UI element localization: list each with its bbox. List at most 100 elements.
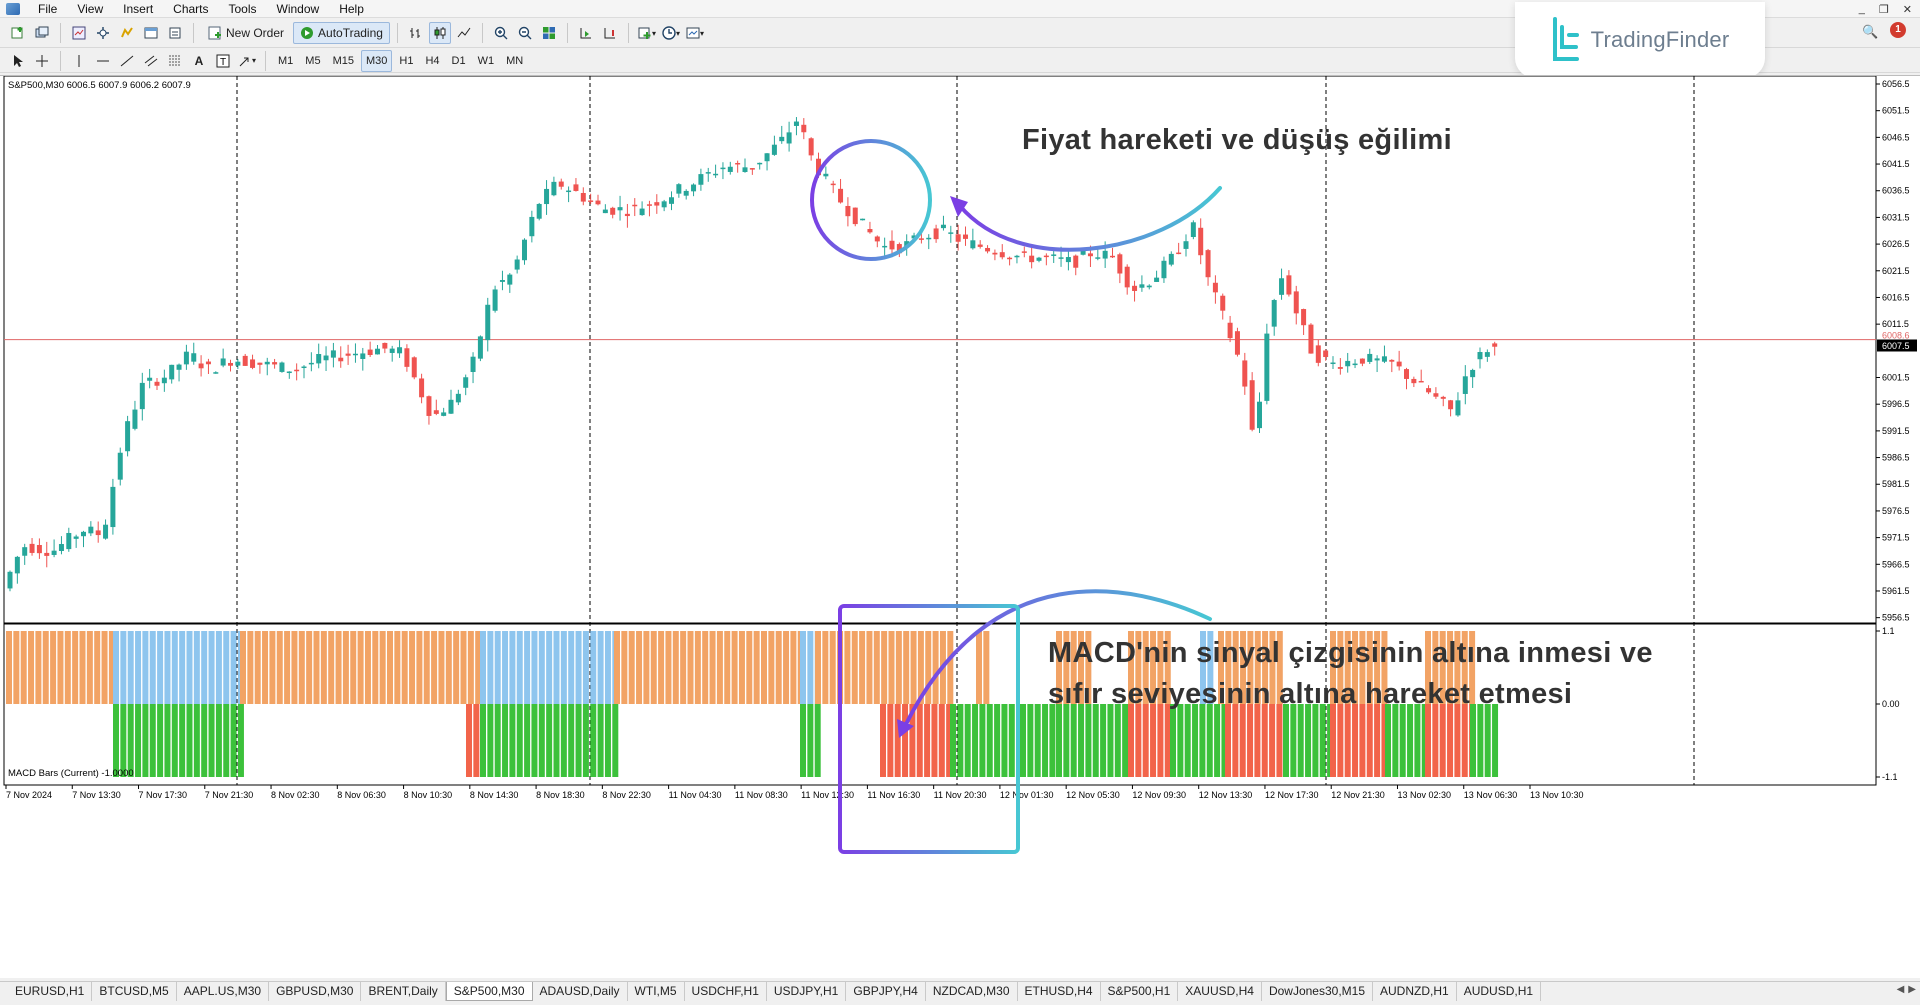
- tab-chart[interactable]: DowJones30,M15: [1262, 982, 1374, 1001]
- chart-shift-icon[interactable]: [599, 22, 621, 44]
- candle-body: [536, 203, 542, 219]
- text-icon[interactable]: A: [194, 53, 204, 68]
- line-chart-icon[interactable]: [453, 22, 475, 44]
- scroll-right-icon[interactable]: ▶: [1908, 984, 1916, 995]
- text-label-icon[interactable]: T: [212, 50, 234, 72]
- new-order-button[interactable]: New Order: [201, 22, 291, 44]
- macd-bar: [1337, 631, 1344, 704]
- price-axis-label: 6046.5: [1882, 132, 1910, 142]
- macd-bar: [1157, 631, 1164, 704]
- vertical-line-icon[interactable]: [68, 50, 90, 72]
- chart-window[interactable]: 6056.5 6051.5 6046.5 6041.5 6036.5 6031.5 6026…: [0, 75, 1920, 978]
- macd-bar: [947, 631, 954, 704]
- tab-chart[interactable]: GBPUSD,M30: [269, 982, 362, 1001]
- candle-body: [1484, 352, 1490, 357]
- channel-icon[interactable]: [140, 50, 162, 72]
- restore-icon[interactable]: ❐: [1878, 3, 1889, 16]
- candlestick-icon[interactable]: [428, 22, 451, 44]
- menu-file[interactable]: File: [38, 1, 58, 16]
- candle-body: [1381, 356, 1387, 362]
- tab-chart[interactable]: GBPJPY,H4: [846, 982, 926, 1001]
- menu-charts[interactable]: Charts: [173, 1, 209, 16]
- timeframe-mn[interactable]: MN: [506, 54, 524, 67]
- timeframe-m5[interactable]: M5: [305, 54, 321, 67]
- macd-bar: [372, 631, 379, 704]
- candle-body: [1014, 255, 1020, 258]
- periods-icon[interactable]: ▾: [660, 22, 682, 44]
- strategy-tester-icon[interactable]: [164, 22, 186, 44]
- macd-bar: [560, 704, 567, 777]
- menu-tools[interactable]: Tools: [228, 1, 257, 16]
- macd-bar: [1206, 704, 1213, 777]
- templates-icon[interactable]: ▾: [684, 22, 706, 44]
- tab-chart[interactable]: ETHUSD,H4: [1018, 982, 1101, 1001]
- zoom-out-icon[interactable]: [514, 22, 536, 44]
- zoom-in-icon[interactable]: [490, 22, 512, 44]
- candle-body: [522, 239, 527, 261]
- cursor-icon[interactable]: [7, 50, 29, 72]
- menu-view[interactable]: View: [77, 1, 104, 16]
- macd-bar: [208, 631, 215, 704]
- macd-bar: [516, 631, 523, 704]
- terminal-icon[interactable]: [140, 22, 162, 44]
- tile-windows-icon[interactable]: [538, 22, 560, 44]
- autoscroll-icon[interactable]: [575, 22, 597, 44]
- macd-bar: [1085, 631, 1092, 704]
- tab-chart[interactable]: USDJPY,H1: [767, 982, 847, 1001]
- timeframe-h1[interactable]: H1: [399, 54, 414, 67]
- tab-chart[interactable]: XAUUSD,H4: [1178, 982, 1262, 1001]
- candle-body: [1043, 255, 1049, 258]
- timeframe-w1[interactable]: W1: [477, 54, 495, 67]
- menu-insert[interactable]: Insert: [123, 1, 154, 16]
- notification-badge[interactable]: 1: [1890, 22, 1906, 38]
- tab-chart[interactable]: S&P500,M30: [445, 982, 533, 1001]
- autotrading-button[interactable]: AutoTrading: [293, 22, 390, 44]
- tab-chart[interactable]: NZDCAD,M30: [926, 982, 1018, 1001]
- trendline-icon[interactable]: [116, 50, 138, 72]
- price-chart-canvas[interactable]: 6056.5 6051.5 6046.5 6041.5 6036.5 6031.5 6026…: [0, 76, 1920, 979]
- close-icon[interactable]: ✕: [1902, 3, 1912, 16]
- timeframe-m15[interactable]: M15: [332, 54, 354, 67]
- tab-chart[interactable]: BRENT,Daily: [361, 982, 446, 1001]
- macd-bar: [1385, 704, 1391, 777]
- annotation-arrow-top: [958, 186, 1222, 252]
- menu-window[interactable]: Window: [276, 1, 320, 16]
- tab-chart[interactable]: EURUSD,H1: [8, 982, 93, 1001]
- bar-chart-icon[interactable]: [405, 22, 427, 44]
- horizontal-line-icon[interactable]: [92, 50, 114, 72]
- tab-chart[interactable]: S&P500,H1: [1101, 982, 1179, 1001]
- timeframe-h4[interactable]: H4: [425, 54, 440, 67]
- data-window-icon[interactable]: [116, 22, 138, 44]
- macd-bar: [983, 631, 990, 704]
- arrow-icon[interactable]: ▾: [236, 50, 258, 72]
- search-icon[interactable]: 🔍: [1862, 24, 1879, 39]
- candle-body: [117, 452, 123, 480]
- tab-chart[interactable]: USDCHF,H1: [685, 982, 767, 1001]
- indicators-icon[interactable]: ▾: [636, 22, 658, 44]
- macd-bar: [445, 631, 452, 704]
- macd-axis-label: 1.1: [1882, 626, 1895, 636]
- tab-chart[interactable]: AUDNZD,H1: [1373, 982, 1457, 1001]
- crosshair-icon[interactable]: [31, 50, 53, 72]
- menu-help[interactable]: Help: [339, 1, 364, 16]
- tab-scroll-arrows[interactable]: ◀ ▶: [1897, 984, 1916, 995]
- candle-body: [654, 202, 660, 206]
- profiles-icon[interactable]: [31, 22, 53, 44]
- scroll-left-icon[interactable]: ◀: [1896, 984, 1905, 995]
- market-watch-icon[interactable]: [68, 22, 90, 44]
- timeframe-m30[interactable]: M30: [360, 49, 393, 72]
- tab-chart[interactable]: BTCUSD,M5: [92, 982, 177, 1001]
- timeframe-d1[interactable]: D1: [451, 54, 466, 67]
- tab-chart[interactable]: ADAUSD,Daily: [533, 982, 628, 1001]
- macd-bar: [240, 631, 246, 704]
- macd-bar: [57, 631, 64, 704]
- timeframe-m1[interactable]: M1: [278, 54, 294, 67]
- tab-chart[interactable]: WTI,M5: [628, 982, 685, 1001]
- fibonacci-icon[interactable]: [164, 50, 186, 72]
- tab-chart[interactable]: AAPL.US,M30: [177, 982, 270, 1001]
- candle-body: [397, 347, 403, 354]
- tab-chart[interactable]: AUDUSD,H1: [1457, 982, 1542, 1001]
- minimize-icon[interactable]: _: [1858, 3, 1865, 15]
- new-chart-icon[interactable]: [7, 22, 29, 44]
- navigator-icon[interactable]: [92, 22, 114, 44]
